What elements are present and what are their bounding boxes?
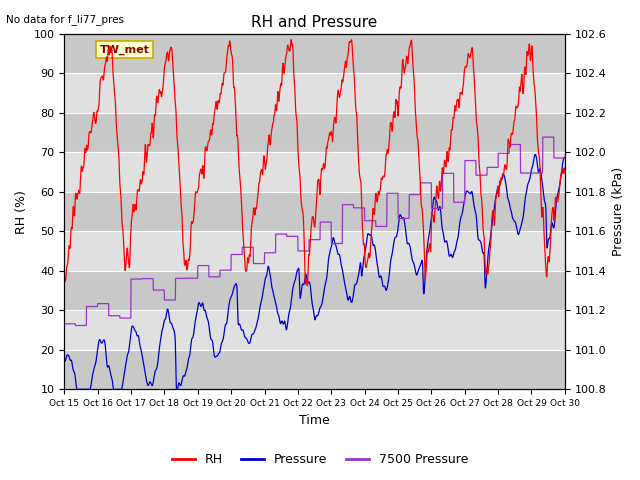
Bar — [64, 192, 565, 231]
Bar — [64, 311, 565, 350]
Bar — [64, 73, 565, 113]
Bar — [64, 153, 565, 192]
Legend: RH, Pressure, 7500 Pressure: RH, Pressure, 7500 Pressure — [167, 448, 473, 471]
Title: RH and Pressure: RH and Pressure — [252, 15, 378, 30]
Bar — [64, 350, 565, 389]
Y-axis label: Pressure (kPa): Pressure (kPa) — [612, 167, 625, 256]
X-axis label: Time: Time — [299, 414, 330, 427]
Bar — [64, 113, 565, 153]
Bar — [64, 34, 565, 73]
Text: No data for f_li77_pres: No data for f_li77_pres — [6, 14, 124, 25]
Text: TW_met: TW_met — [99, 45, 149, 55]
Bar — [64, 271, 565, 311]
Bar — [64, 231, 565, 271]
Y-axis label: RH (%): RH (%) — [15, 190, 28, 234]
